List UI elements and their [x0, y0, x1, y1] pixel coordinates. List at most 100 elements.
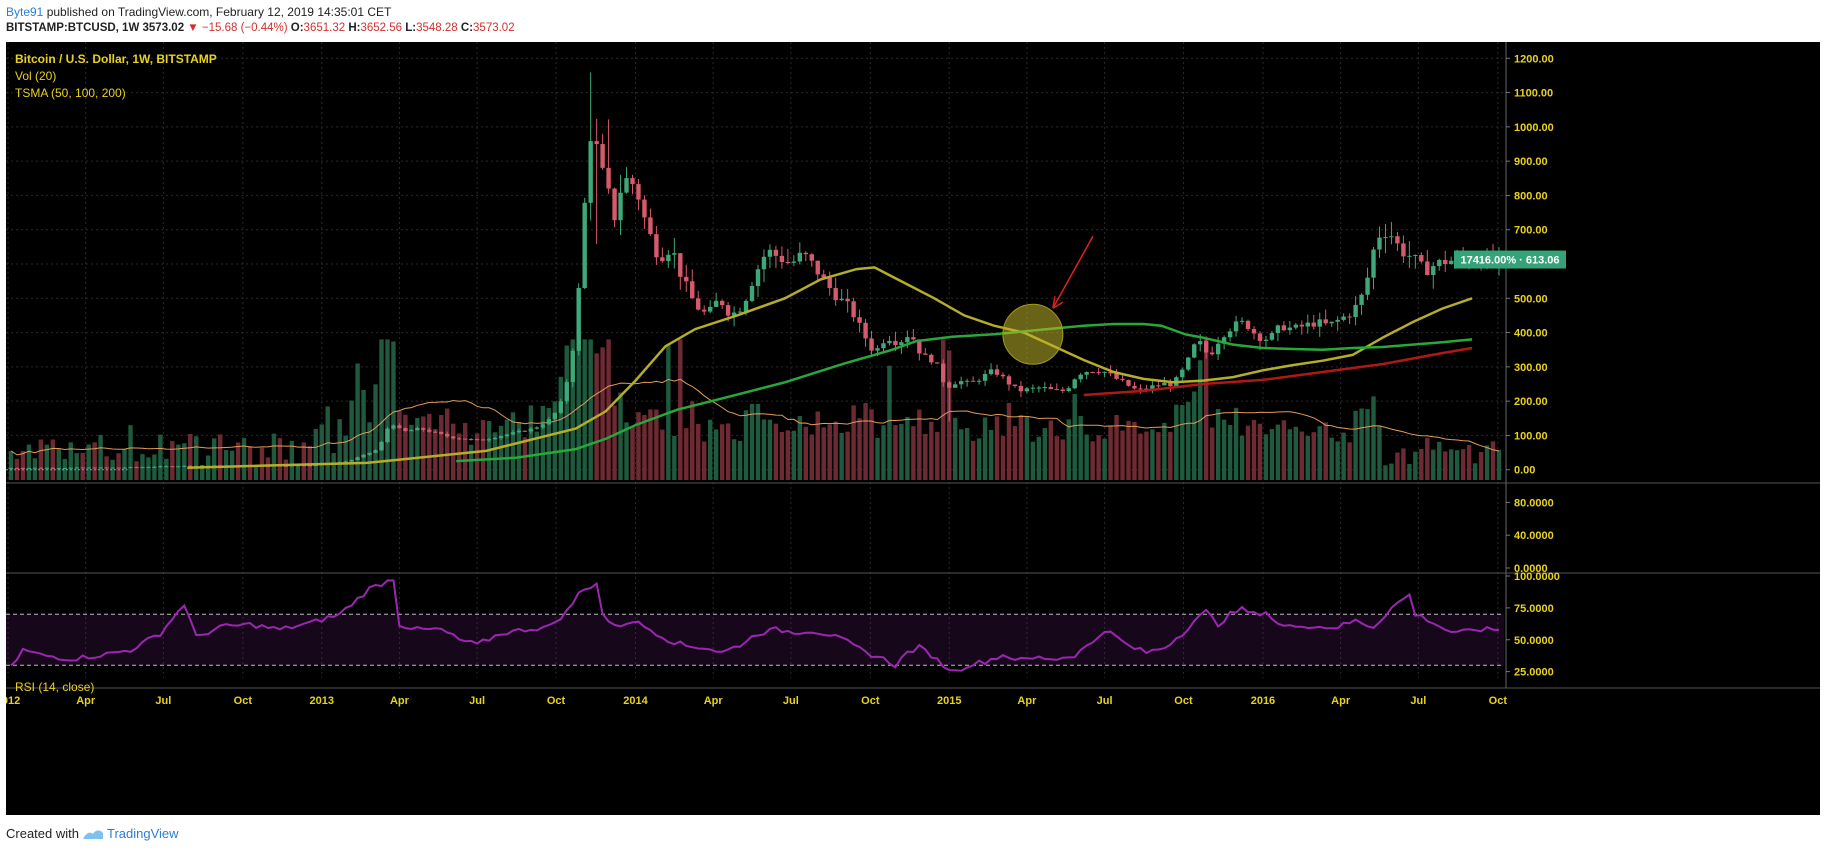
volume-bar: [582, 339, 587, 480]
candle-body: [1323, 319, 1328, 324]
volume-bar: [719, 424, 725, 480]
volume-bar: [265, 457, 271, 480]
author-link[interactable]: Byte91: [6, 5, 44, 19]
volume-bar: [660, 429, 665, 480]
volume-bar: [576, 339, 581, 480]
volume-bar: [564, 345, 569, 480]
volume-bar: [1215, 409, 1221, 480]
volume-bar: [1449, 449, 1454, 480]
candle-body: [1030, 387, 1036, 389]
candle-body: [1215, 343, 1221, 355]
volume-bar: [1078, 416, 1083, 480]
volume-bar: [624, 422, 629, 480]
volume-bar: [1383, 465, 1388, 480]
symbol-label: BITSTAMP:BTCUSD, 1W: [6, 22, 140, 34]
sma-line-tsma-50: [187, 266, 1473, 469]
close-value: 3573.02: [473, 22, 515, 34]
volume-ma-line: [10, 378, 1500, 456]
price-axis-label: 1200.00: [1514, 53, 1554, 65]
series-title: Bitcoin / U.S. Dollar, 1W, BITSTAMP: [15, 52, 217, 66]
volume-bar: [1102, 438, 1107, 480]
volume-bar: [612, 405, 617, 480]
price-axis-label: 100.00: [1514, 430, 1548, 442]
candle-body: [397, 425, 402, 429]
candle-body: [696, 298, 701, 310]
volume-bar: [176, 444, 181, 480]
footer: Created with TradingView: [6, 826, 179, 841]
volume-bar: [929, 421, 934, 480]
time-axis-label: Apr: [1017, 695, 1037, 707]
volume-bar: [1174, 404, 1179, 480]
candle-body: [1209, 352, 1215, 355]
candle-body: [1407, 255, 1412, 257]
candle-body: [504, 434, 510, 437]
volume-bar: [642, 414, 647, 480]
volume-bar: [343, 435, 348, 480]
volume-bar: [696, 423, 701, 480]
candle-body: [403, 428, 408, 432]
candle-body: [1239, 320, 1245, 322]
volume-bar: [313, 428, 318, 480]
tradingview-logo-icon: [82, 829, 103, 839]
candle-body: [1012, 384, 1018, 386]
candle-body: [982, 374, 988, 381]
volume-bar: [905, 416, 910, 480]
rsi-legend[interactable]: RSI (14, close): [15, 680, 95, 694]
volume-bar: [1000, 435, 1006, 480]
candle-body: [1341, 316, 1346, 320]
volume-bar: [869, 409, 874, 480]
candle-body: [702, 309, 707, 312]
tradingview-link[interactable]: TradingView: [106, 826, 179, 841]
candle-body: [636, 184, 641, 200]
volume-bar: [988, 429, 994, 480]
volume-bar: [1162, 422, 1167, 480]
volume-bar: [170, 441, 175, 480]
candle-body: [486, 439, 492, 441]
low-value: 3548.28: [416, 22, 458, 34]
candle-body: [379, 441, 384, 451]
candle-body: [1024, 388, 1030, 392]
candle-body: [456, 438, 462, 440]
volume-bar: [128, 425, 133, 480]
chart-canvas[interactable]: 1200.001100.001000.00900.00800.00700.006…: [6, 42, 1820, 815]
volume-bar: [743, 410, 749, 480]
volume-legend[interactable]: Vol (20): [15, 69, 57, 83]
candle-body: [445, 433, 450, 437]
grid-lines: [6, 42, 1504, 678]
volume-bar: [684, 428, 689, 480]
volume-bar: [857, 418, 862, 480]
chart-panel[interactable]: 1200.001100.001000.00900.00800.00700.006…: [6, 42, 1820, 815]
volume-bar: [14, 458, 20, 480]
candle-body: [540, 424, 546, 428]
candle-body: [1198, 341, 1203, 345]
price-axis-label: 500.00: [1514, 293, 1548, 305]
volume-bar: [851, 405, 856, 480]
volume-bar: [397, 410, 402, 480]
volume-bar: [373, 384, 378, 480]
volume-bar: [355, 363, 360, 480]
publish-info: Byte91 published on TradingView.com, Feb…: [6, 5, 391, 19]
down-arrow-icon: ▼: [187, 22, 199, 34]
candle-body: [851, 301, 856, 318]
candle-body: [1377, 237, 1382, 250]
candle-body: [970, 380, 976, 382]
candle-body: [917, 339, 922, 354]
volume-bar: [146, 457, 151, 480]
volume-bar: [361, 389, 366, 480]
volume-axis-label: 40.0000: [1514, 530, 1554, 542]
volume-bar: [86, 444, 91, 480]
volume-bar: [1245, 425, 1251, 480]
candle-body: [1293, 324, 1299, 328]
candle-body: [749, 286, 755, 301]
volume-bar: [636, 412, 641, 480]
time-axis-label: Apr: [704, 695, 724, 707]
volume-bar: [1108, 425, 1113, 480]
candle-body: [373, 450, 378, 453]
volume-bar: [1460, 449, 1466, 480]
volume-bar: [713, 429, 719, 480]
tsma-legend[interactable]: TSMA (50, 100, 200): [15, 86, 126, 100]
candle-body: [14, 467, 20, 469]
volume-bar: [1209, 427, 1215, 480]
volume-bar: [648, 409, 653, 480]
candle-body: [672, 253, 677, 255]
